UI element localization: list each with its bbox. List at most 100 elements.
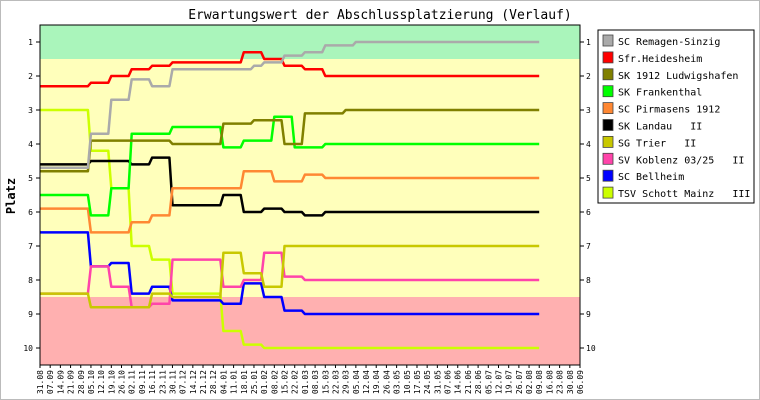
x-tick-label: 04.01 <box>219 370 228 394</box>
legend-label: SK Frankenthal <box>618 88 702 99</box>
x-tick-label: 02.08 <box>525 370 534 394</box>
x-tick-label: 14.12 <box>189 370 198 394</box>
y-tick-label-right: 6 <box>586 208 591 217</box>
y-tick-label-left: 2 <box>28 72 33 81</box>
x-tick-label: 01.02 <box>260 370 269 394</box>
series-lines <box>40 40 540 350</box>
x-tick-label: 30.11 <box>169 370 178 394</box>
y-tick-label-left: 7 <box>28 242 33 251</box>
legend-label: Sfr.Heidesheim <box>618 54 702 65</box>
legend-swatch <box>602 186 614 199</box>
series-line-4 <box>40 169 540 234</box>
plot-frame <box>39 24 581 366</box>
legend: SC Remagen-Sinzig Sfr.Heidesheim SK 1912 L… <box>597 29 755 204</box>
x-tick-label: 06.09 <box>576 370 585 394</box>
y-tick-label-right: 9 <box>586 310 591 319</box>
series-line-2 <box>40 108 540 173</box>
x-tick-label: 14.09 <box>56 370 65 394</box>
x-tick-label: 21.09 <box>67 370 76 394</box>
y-tick-labels: 1 1 2 2 3 3 4 4 5 5 6 6 7 7 8 8 9 9 10 10 <box>23 38 595 353</box>
x-tick-label: 02.11 <box>128 370 137 394</box>
y-tick-label-right: 1 <box>586 38 591 47</box>
x-tick-label: 11.01 <box>230 370 239 394</box>
x-tick-label: 19.07 <box>505 370 514 394</box>
y-tick-label-right: 2 <box>586 72 591 81</box>
y-tick-label-left: 6 <box>28 208 33 217</box>
legend-swatch <box>602 85 614 98</box>
y-tick-label-left: 1 <box>28 38 33 47</box>
x-tick-label: 25.01 <box>250 370 259 394</box>
x-tick-label: 03.05 <box>393 370 402 394</box>
x-tick-label: 09.08 <box>535 370 544 394</box>
legend-swatch <box>602 169 614 182</box>
x-tick-label: 07.06 <box>444 370 453 394</box>
x-tick-label: 17.05 <box>413 370 422 394</box>
legend-swatch <box>602 51 614 64</box>
x-tick-label: 12.04 <box>362 370 371 394</box>
x-tick-label: 09.11 <box>138 370 147 394</box>
x-tick-label: 28.06 <box>474 370 483 394</box>
x-tick-label: 12.07 <box>495 370 504 394</box>
legend-swatch <box>602 102 614 114</box>
y-tick-label-right: 8 <box>586 276 591 285</box>
legend-label: SV Koblenz 03/25 II <box>618 155 744 166</box>
x-tick-label: 08.02 <box>270 370 279 394</box>
series-line-0 <box>40 40 540 170</box>
x-tick-label: 05.10 <box>87 370 96 394</box>
x-tick-label: 18.01 <box>240 370 249 394</box>
x-tick-label: 16.11 <box>148 370 157 394</box>
legend-label: SC Remagen-Sinzig <box>618 37 720 48</box>
y-tick-label-right: 5 <box>586 174 591 183</box>
x-tick-label: 19.10 <box>107 370 116 394</box>
chart-title: Erwartungswert der Abschlussplatzierung … <box>188 8 572 23</box>
y-tick-label-right: 7 <box>586 242 591 251</box>
x-tick-label: 10.05 <box>403 370 412 394</box>
x-tick-label: 05.04 <box>352 370 361 394</box>
legend-swatch <box>602 152 614 165</box>
x-tick-label: 22.02 <box>291 370 300 394</box>
legend-swatch <box>602 135 614 148</box>
x-tick-label: 22.03 <box>332 370 341 394</box>
y-tick-label-left: 8 <box>28 276 33 285</box>
x-tick-label: 19.04 <box>372 370 381 394</box>
x-tick-label: 21.12 <box>199 370 208 394</box>
x-tick-label: 31.08 <box>36 370 45 394</box>
y-tick-label-right: 3 <box>586 106 591 115</box>
x-tick-label: 23.08 <box>556 370 565 394</box>
y-tick-label-left: 9 <box>28 310 33 319</box>
series-line-3 <box>40 115 540 217</box>
series-line-6 <box>40 244 540 309</box>
legend-label: SK 1912 Ludwigshafen <box>618 71 738 82</box>
series-line-8 <box>40 231 540 316</box>
x-tick-label: 12.10 <box>97 370 106 394</box>
legend-swatch <box>602 119 614 131</box>
axes <box>39 24 581 366</box>
x-tick-label: 26.07 <box>515 370 524 394</box>
series-line-5 <box>40 156 540 217</box>
y-tick-label-left: 4 <box>28 140 33 149</box>
legend-label: SC Pirmasens 1912 <box>618 105 720 116</box>
x-tick-labels: 31.08 07.09 14.09 21.09 28.09 05.10 12.10 19.10… <box>36 365 585 394</box>
legend-label: SC Bellheim <box>618 172 684 183</box>
legend-label: TSV Schott Mainz III <box>618 189 750 200</box>
legend-box <box>597 29 755 204</box>
x-tick-label: 01.03 <box>301 370 310 394</box>
x-tick-label: 07.09 <box>46 370 55 394</box>
x-tick-label: 07.12 <box>179 370 188 394</box>
x-tick-label: 28.12 <box>209 370 218 394</box>
y-axis-label: Platz <box>4 178 18 214</box>
legend-swatch <box>602 68 614 81</box>
legend-label: SK Landau II <box>618 122 702 133</box>
x-tick-label: 21.06 <box>464 370 473 394</box>
x-tick-label: 28.09 <box>77 370 86 394</box>
legend-label: SG Trier II <box>618 138 696 149</box>
y-tick-label-right: 10 <box>586 344 596 353</box>
series-line-1 <box>40 50 540 88</box>
legend-swatch <box>602 34 614 47</box>
x-tick-label: 15.02 <box>281 370 290 394</box>
x-tick-label: 08.03 <box>311 370 320 394</box>
series-line-7 <box>40 251 540 309</box>
x-tick-label: 15.03 <box>321 370 330 394</box>
y-tick-label-left: 3 <box>28 106 33 115</box>
